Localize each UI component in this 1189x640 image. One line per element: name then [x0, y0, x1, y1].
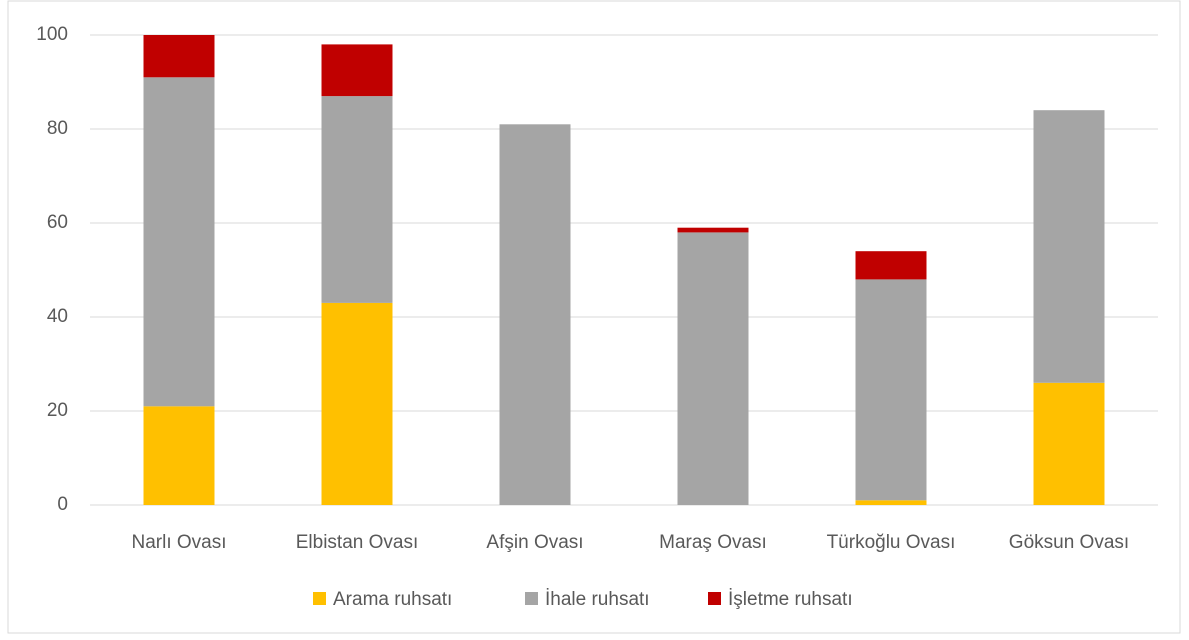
bar-segment: [321, 44, 393, 97]
bar-segment: [1033, 382, 1105, 505]
y-tick-label: 0: [57, 494, 68, 515]
legend-label: Arama ruhsatı: [333, 589, 452, 610]
bar-segment: [677, 227, 749, 233]
bar-segment: [499, 124, 571, 506]
bar-segment: [677, 232, 749, 505]
legend-swatch: [525, 592, 538, 605]
y-tick-label: 100: [36, 24, 68, 45]
y-tick-label: 60: [47, 212, 68, 233]
y-tick-label: 20: [47, 400, 68, 421]
bar-segment: [855, 279, 927, 501]
bar-segment: [321, 96, 393, 303]
legend-swatch: [313, 592, 326, 605]
y-tick-label: 80: [47, 118, 68, 139]
x-tick-label: Afşin Ovası: [486, 532, 583, 553]
y-tick-label: 40: [47, 306, 68, 327]
legend-label: İhale ruhsatı: [545, 589, 650, 610]
x-tick-label: Türkoğlu Ovası: [827, 532, 956, 553]
bar-segment: [855, 251, 927, 280]
x-tick-label: Elbistan Ovası: [296, 532, 419, 553]
x-tick-label: Maraş Ovası: [659, 532, 767, 553]
bar-segment: [1033, 110, 1105, 383]
bar-segment: [855, 500, 927, 505]
bar-segment: [321, 302, 393, 505]
bar-segment: [143, 77, 215, 407]
legend-label: İşletme ruhsatı: [728, 589, 853, 610]
x-tick-label: Göksun Ovası: [1009, 532, 1129, 553]
bar-segment: [143, 35, 215, 78]
x-tick-label: Narlı Ovası: [131, 532, 226, 553]
bar-segment: [143, 406, 215, 505]
legend-swatch: [708, 592, 721, 605]
